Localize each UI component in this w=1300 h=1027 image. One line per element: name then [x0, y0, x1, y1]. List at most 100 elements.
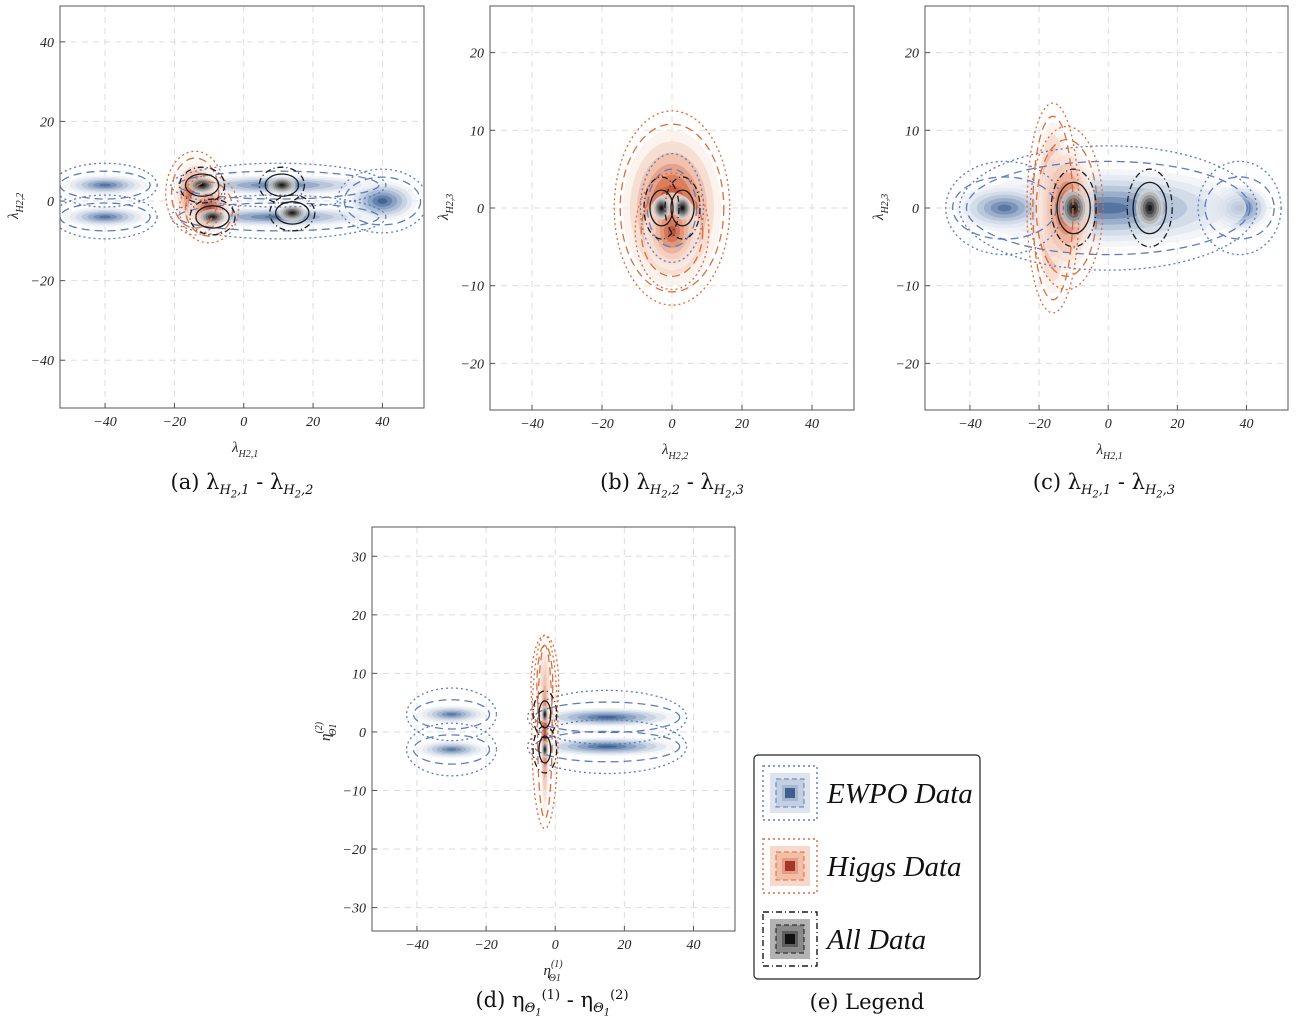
ewpo95-d-boundary-3	[412, 734, 491, 765]
higgs95-a-boundary-0	[170, 157, 220, 229]
all-b-contour-1-5	[681, 206, 684, 210]
xtick-label-b: 40	[805, 417, 819, 432]
all68-c-boundary-0	[1056, 181, 1091, 235]
all-c-boundary-0	[1050, 168, 1097, 248]
ewpo-a-boundary-2	[170, 194, 387, 240]
caption-b: (b) λH2,2 - λH2,3	[600, 470, 744, 501]
chart-c: −40 −20 0 20 40 −20 −10 0 10 20 λH2,1 λH2,3	[871, 5, 1289, 462]
panel-b: −40 −20 0 20 40 −20 −10 0 10 20 λH2,2 λH2,3	[435, 0, 865, 470]
ytick-label-d: 30	[351, 550, 366, 565]
legend-frame	[753, 754, 981, 980]
all-c-contour-0-5	[1071, 204, 1076, 212]
chart-d: −40 −20 0 20 40 −30 −20 −10 0 10 20 30 η(1) Θ1 η(2) Θ1	[314, 526, 736, 984]
caption-a: (a) λH2,1 - λH2,2	[170, 470, 314, 501]
legend-label-higgs: Higgs Data	[826, 851, 962, 883]
xtick-label-b: 20	[735, 417, 749, 432]
all68-a-boundary-3	[274, 201, 310, 225]
xtick-label-b: −40	[520, 417, 543, 432]
all-a-boundary-3	[269, 194, 316, 232]
ewpo-b-boundary-0	[639, 152, 705, 264]
plot-a	[60, 150, 424, 244]
legend-panel: EWPO Data Higgs Data All Data	[753, 754, 983, 982]
legend-label-ewpo: EWPO Data	[826, 778, 973, 810]
caption-c: (c) λH2,1 - λH2,3	[1032, 470, 1176, 501]
xtick-label-b: −20	[590, 417, 613, 432]
plot-b	[613, 110, 731, 306]
ewpo95-d-boundary-0	[533, 701, 681, 734]
ytick-label-d: 10	[352, 667, 366, 682]
plot-c	[945, 102, 1282, 314]
all-a-boundary-1	[189, 198, 236, 236]
chart-b: −40 −20 0 20 40 −20 −10 0 10 20 λH2,2 λH2,3	[436, 5, 855, 462]
y-axis-label-b: λH2,3	[436, 194, 456, 221]
xtick-label-d: −40	[405, 938, 428, 953]
ewpo-d-contour-2-6	[446, 713, 457, 716]
all-a-contour-1-5	[210, 215, 215, 219]
higgs-d-contour-1-6	[544, 720, 546, 744]
ewpo95-d-boundary-2	[412, 699, 491, 730]
all-a-boundary-2	[258, 166, 306, 204]
x-axis-label-b: λH2,2	[661, 442, 688, 462]
ytick-label-a: −20	[31, 275, 54, 290]
all-a-contour-3-5	[289, 211, 295, 215]
legend-item-all: All Data	[762, 911, 926, 967]
all68-b-boundary-0	[649, 189, 674, 227]
xtick-label-c: 20	[1170, 417, 1184, 432]
xtick-label-d: −20	[474, 938, 497, 953]
legend-item-higgs: Higgs Data	[762, 838, 962, 894]
xtick-label-d: 0	[552, 938, 559, 953]
xtick-label-d: 40	[687, 938, 701, 953]
all68-a-boundary-2	[264, 173, 300, 197]
ewpo-d-contour-1-6	[597, 745, 617, 748]
legend-swatch-core-higgs	[785, 861, 795, 871]
higgs95-c-boundary-0	[1032, 115, 1074, 301]
xtick-label-a: −40	[93, 415, 116, 430]
xtick-label-d: 20	[617, 938, 631, 953]
higgs-b-boundary-0	[613, 110, 731, 306]
xtick-label-a: 20	[306, 415, 320, 430]
ewpo95-a-boundary-2	[177, 202, 380, 232]
panel-c: −40 −20 0 20 40 −20 −10 0 10 20 λH2,1 λH2,3	[868, 0, 1298, 470]
higgs-c-boundary-1	[1029, 125, 1104, 291]
higgs95-b-boundary-1	[640, 185, 704, 278]
ewpo-c-contour-1-6	[1088, 202, 1128, 214]
ewpo-a-boundary-1	[170, 162, 387, 208]
plot-d	[405, 634, 688, 830]
higgs-b-contour-1-4	[660, 214, 684, 248]
x-axis-label-a: λH2,1	[231, 440, 258, 460]
ytick-label-a: −40	[31, 354, 54, 369]
ewpo-c-contour-2-6	[997, 204, 1012, 212]
all68-a-boundary-1	[195, 205, 230, 229]
all68-a-boundary-0	[184, 173, 220, 197]
ewpo-d-contour-3-6	[446, 748, 457, 751]
all-c-contour-1-5	[1147, 204, 1153, 212]
panel-a: −40 −20 0 20 40 −40 −20 0 20 40 λH2,1 λH2,2	[0, 0, 430, 470]
all-d-contour-0-5	[544, 712, 546, 716]
ytick-label-d: −10	[343, 784, 366, 799]
ewpo-a-contour-3-6	[99, 183, 112, 187]
ytick-label-c: 0	[912, 202, 919, 217]
ewpo95-a-boundary-1	[177, 170, 380, 200]
xtick-label-b: 0	[669, 417, 676, 432]
ewpo95-a-boundary-4	[60, 202, 151, 232]
y-axis-label-d: η(2) Θ1	[314, 721, 339, 741]
ytick-label-c: 20	[905, 47, 919, 62]
all-a-contour-0-5	[199, 183, 205, 187]
xtick-label-c: −40	[958, 417, 981, 432]
all68-c-boundary-1	[1132, 181, 1167, 235]
caption-d: (d) ηΘ1(1) - ηΘ1(2)	[475, 988, 629, 1019]
ewpo-a-boundary-3	[60, 162, 158, 208]
all-a-boundary-0	[178, 166, 226, 204]
y-axis-label-a: λH2,2	[6, 193, 26, 220]
ytick-label-c: −10	[896, 280, 919, 295]
ytick-label-d: −20	[343, 843, 366, 858]
legend: EWPO Data Higgs Data All Data	[753, 754, 981, 980]
legend-swatch-outer-higgs	[762, 838, 818, 894]
higgs-a-boundary-0	[165, 150, 226, 236]
higgs95-c-boundary-1	[1035, 138, 1098, 278]
ewpo95-c-boundary-1	[965, 160, 1251, 256]
legend-swatch-core-ewpo	[785, 788, 795, 798]
ewpo-c-boundary-2	[945, 160, 1064, 256]
legend-caption: (e) Legend	[809, 990, 925, 1014]
plot-frame-d	[371, 526, 736, 932]
